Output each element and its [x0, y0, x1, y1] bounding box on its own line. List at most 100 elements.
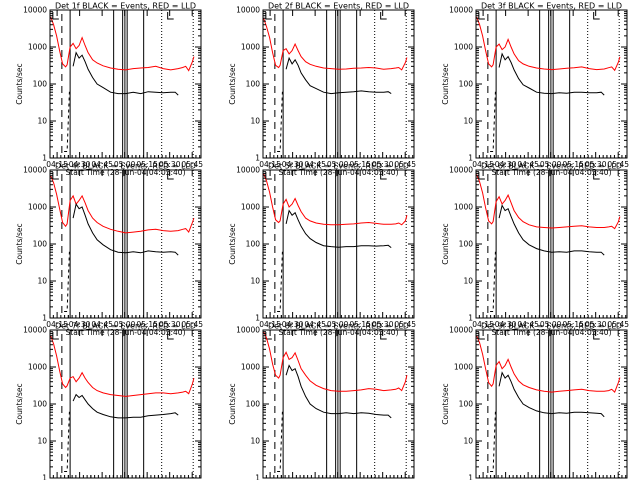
interval-marker — [380, 332, 387, 340]
interval-marker — [52, 12, 59, 20]
series-lld — [263, 173, 408, 226]
series-events-low — [277, 251, 285, 312]
y-tick-label: 10000 — [23, 6, 47, 15]
series-events-low — [490, 251, 498, 312]
y-tick-label: 1 — [468, 314, 473, 323]
series-events — [498, 52, 605, 96]
panel-det-9: 1 10 100 1000 1000004:1504:3004:4505:0005:15… — [441, 322, 628, 480]
y-axis-title: Counts/sec — [441, 383, 450, 424]
plot-area — [263, 330, 408, 478]
y-tick-label: 100 — [459, 240, 474, 249]
x-tick-label: 05:00 — [540, 320, 562, 329]
x-tick-label: 04:15 — [472, 320, 494, 329]
series-events-low — [64, 91, 72, 152]
y-tick-label: 1000 — [28, 363, 47, 372]
x-tick-label: 05:30 — [159, 320, 181, 329]
x-axis-title: Start Time (28-Jun-04 04:05:40) — [492, 168, 612, 177]
y-tick-label: 1 — [255, 474, 260, 480]
y-tick-label: 10 — [463, 437, 473, 446]
x-tick-label: 04:15 — [472, 160, 494, 169]
panel-det-7: 1 10 100 1000 1000004:1504:3004:4505:0005:15… — [15, 322, 202, 480]
plot-area — [50, 170, 195, 318]
series-lld — [476, 174, 621, 230]
interval-marker — [167, 12, 174, 20]
x-tick-label: 05:30 — [372, 320, 394, 329]
y-axis-title: Counts/sec — [228, 223, 237, 264]
x-tick-label: 04:30 — [282, 320, 304, 329]
interval-marker — [593, 332, 600, 340]
x-tick-label: 05:45 — [394, 160, 416, 169]
x-tick-label: 04:45 — [304, 160, 326, 169]
x-tick-label: 05:45 — [181, 160, 203, 169]
panel-title: Det 4f BLACK = Events, RED = LLD — [55, 162, 196, 171]
x-tick-label: 04:45 — [304, 320, 326, 329]
x-axis-title: Start Time (28-Jun-04 04:05:40) — [66, 168, 186, 177]
x-tick-label: 04:45 — [517, 320, 539, 329]
series-events — [285, 209, 392, 248]
y-tick-label: 10000 — [23, 326, 47, 335]
y-tick-label: 1 — [255, 154, 260, 163]
x-tick-label: 05:15 — [349, 320, 371, 329]
series-events-low — [277, 411, 285, 472]
interval-marker — [478, 12, 485, 20]
x-tick-label: 04:30 — [69, 160, 91, 169]
x-tick-label: 04:15 — [259, 320, 281, 329]
y-tick-label: 100 — [33, 240, 48, 249]
panel-title: Det 8f BLACK = Events, RED = LLD — [268, 322, 409, 331]
x-tick-label: 05:00 — [114, 320, 136, 329]
x-tick-label: 05:30 — [585, 160, 607, 169]
series-events-low — [277, 91, 285, 152]
y-tick-label: 10 — [463, 117, 473, 126]
plot-area — [50, 10, 195, 158]
panel-title: Det 2f BLACK = Events, RED = LLD — [268, 2, 409, 11]
series-events-low — [490, 411, 498, 472]
x-tick-label: 05:45 — [607, 320, 629, 329]
panel-title: Det 6f BLACK = Events, RED = LLD — [481, 162, 622, 171]
interval-marker — [265, 332, 272, 340]
x-axis-title: Start Time (28-Jun-04 04:05:40) — [279, 328, 399, 337]
y-tick-label: 1000 — [241, 203, 260, 212]
panel-title: Det 9f BLACK = Events, RED = LLD — [481, 322, 622, 331]
x-tick-label: 05:00 — [327, 320, 349, 329]
x-tick-label: 04:30 — [282, 160, 304, 169]
x-tick-label: 05:45 — [181, 320, 203, 329]
y-tick-label: 10 — [250, 117, 260, 126]
interval-marker — [167, 172, 174, 180]
x-axis-title: Start Time (28-Jun-04 04:05:40) — [66, 328, 186, 337]
x-tick-label: 04:30 — [495, 160, 517, 169]
x-tick-label: 05:15 — [136, 160, 158, 169]
y-tick-label: 100 — [33, 400, 48, 409]
plot-area — [263, 10, 408, 158]
y-tick-label: 100 — [246, 400, 261, 409]
interval-marker — [380, 172, 387, 180]
x-tick-label: 04:45 — [91, 320, 113, 329]
x-tick-label: 05:15 — [349, 160, 371, 169]
series-lld — [50, 175, 195, 234]
panel-title: Det 3f BLACK = Events, RED = LLD — [481, 2, 622, 11]
y-tick-label: 10000 — [236, 326, 260, 335]
y-axis-title: Counts/sec — [15, 63, 24, 104]
y-axis-title: Counts/sec — [15, 383, 24, 424]
y-tick-label: 10000 — [23, 166, 47, 175]
y-tick-label: 1000 — [28, 43, 47, 52]
y-tick-label: 1 — [42, 314, 47, 323]
x-axis-title: Start Time (28-Jun-04 04:05:40) — [279, 168, 399, 177]
series-lld — [263, 331, 408, 392]
y-axis-title: Counts/sec — [228, 63, 237, 104]
y-tick-label: 10 — [250, 277, 260, 286]
y-tick-label: 1000 — [454, 363, 473, 372]
x-tick-label: 04:15 — [46, 160, 68, 169]
y-tick-label: 10000 — [449, 326, 473, 335]
y-tick-label: 1000 — [241, 363, 260, 372]
plot-area — [476, 10, 621, 158]
x-tick-label: 05:15 — [562, 320, 584, 329]
plot-area — [263, 170, 408, 318]
series-events — [498, 371, 605, 418]
y-tick-label: 1 — [42, 474, 47, 480]
x-tick-label: 05:30 — [159, 160, 181, 169]
x-tick-label: 05:45 — [607, 160, 629, 169]
